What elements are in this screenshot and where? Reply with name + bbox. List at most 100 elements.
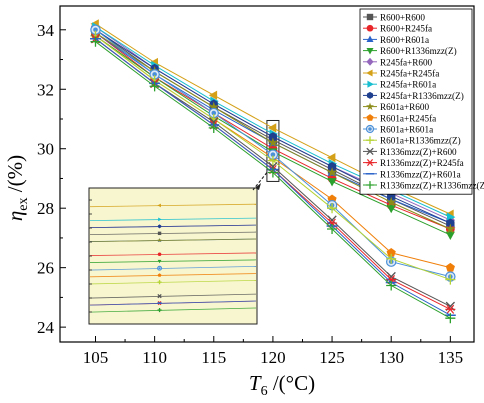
inset-series-line	[89, 203, 257, 208]
legend-marker	[366, 24, 374, 32]
legend-item: R1336mzz(Z)+R1336mzz(Z)	[363, 181, 484, 191]
inset-series-line	[89, 252, 257, 256]
data-point	[90, 24, 101, 36]
inset-marker	[157, 252, 162, 257]
data-point	[326, 167, 338, 177]
legend-item: R245fa+R245fa	[363, 69, 439, 79]
data-point	[386, 204, 396, 214]
legend-label: R1336mzz(Z)+R245fa	[380, 158, 464, 168]
y-tick-label: 30	[37, 140, 54, 159]
y-tick-label: 32	[37, 80, 54, 99]
legend-marker	[366, 102, 374, 110]
inset-marker	[157, 238, 162, 243]
inset-series-line	[89, 300, 257, 306]
data-point	[328, 161, 337, 172]
x-tick-label: 130	[378, 348, 404, 367]
x-tick-label: 120	[260, 348, 286, 367]
inset-series-line	[89, 238, 257, 243]
data-point	[267, 155, 278, 166]
legend-item: R1336mzz(Z)+R245fa	[363, 158, 464, 168]
inset-marker	[157, 231, 162, 236]
inset-series-line	[89, 224, 257, 229]
legend-marker	[366, 91, 374, 99]
legend-item: R600+R1336mzz(Z)	[363, 46, 457, 56]
legend-label: R1336mzz(Z)+R1336mzz(Z)	[380, 181, 484, 191]
legend-item: R245fa+R601a	[363, 80, 436, 90]
inset-marker	[157, 259, 162, 264]
legend: R600+R600R600+R245faR600+R601aR600+R1336…	[359, 8, 484, 195]
legend-marker	[366, 69, 373, 77]
data-point	[267, 167, 278, 178]
inset-marker	[157, 280, 162, 285]
legend-item: R245fa+R600	[363, 57, 433, 67]
data-point	[445, 223, 456, 234]
data-point	[208, 122, 219, 133]
data-point	[268, 132, 277, 142]
legend-label: R601a+R600	[380, 102, 429, 112]
data-point	[208, 101, 219, 112]
legend-marker	[366, 147, 374, 156]
data-point	[267, 123, 277, 133]
data-point	[327, 153, 336, 163]
legend-label: R245fa+R245fa	[380, 69, 439, 79]
inset-marker	[157, 293, 162, 299]
y-tick-label: 26	[37, 259, 54, 278]
data-point	[208, 107, 219, 119]
inset-series-line	[89, 231, 257, 235]
legend-label: R600+R601a	[380, 35, 429, 45]
legend-item: R600+R245fa	[363, 24, 432, 34]
inset-marker	[157, 224, 162, 229]
data-point	[445, 313, 456, 324]
inset-series-line	[89, 217, 257, 222]
legend-box	[359, 8, 473, 195]
data-point	[445, 304, 456, 314]
data-point	[90, 36, 101, 47]
legend-item: R601a+R1336mzz(Z)	[363, 136, 461, 146]
series-15	[90, 36, 456, 324]
legend-label: R600+R1336mzz(Z)	[380, 46, 457, 56]
data-point	[446, 218, 455, 228]
legend-marker	[366, 57, 374, 66]
series-layer	[90, 19, 456, 324]
data-point	[445, 274, 456, 285]
inset-marker	[158, 217, 162, 222]
legend-item: R600+R600	[363, 13, 425, 23]
plot-frame	[59, 5, 475, 343]
legend-label: R601a+R245fa	[380, 113, 436, 123]
legend-label: R600+R245fa	[380, 24, 432, 34]
x-tick-label: 110	[142, 348, 167, 367]
inset-marker	[157, 273, 162, 277]
inset-zoom	[88, 119, 280, 325]
legend-marker	[366, 13, 374, 21]
legend-label: R601a+R601a	[380, 125, 433, 135]
x-tick-label: 105	[83, 348, 109, 367]
data-point	[149, 69, 160, 80]
data-point	[327, 178, 337, 187]
legend-marker	[366, 181, 374, 189]
legend-label: R245fa+R600	[380, 57, 433, 67]
data-point	[386, 253, 397, 264]
legend-item: R601a+R245fa	[363, 113, 436, 123]
inset-marker	[157, 203, 161, 208]
y-tick-label: 24	[37, 318, 55, 337]
y-tick-label: 34	[37, 21, 55, 40]
inset-panel	[88, 187, 258, 325]
zoom-arrow-head	[255, 183, 261, 190]
legend-marker	[365, 124, 375, 134]
legend-item: R245fa+R1336mzz(Z)	[363, 91, 464, 101]
data-point	[208, 90, 218, 100]
legend-item: R1336mzz(Z)+R601a	[363, 169, 461, 179]
legend-label: R600+R600	[380, 13, 425, 23]
legend-label: R1336mzz(Z)+R600	[380, 147, 457, 157]
data-point	[267, 137, 279, 148]
x-tick-label: 135	[438, 348, 464, 367]
inset-series-line	[89, 273, 257, 278]
data-point	[149, 81, 160, 92]
data-point	[445, 231, 455, 240]
x-tick-label: 125	[319, 348, 345, 367]
legend-marker	[367, 80, 374, 88]
inset-series-line	[89, 293, 257, 299]
inset-marker	[157, 308, 162, 313]
legend-marker	[366, 114, 374, 121]
